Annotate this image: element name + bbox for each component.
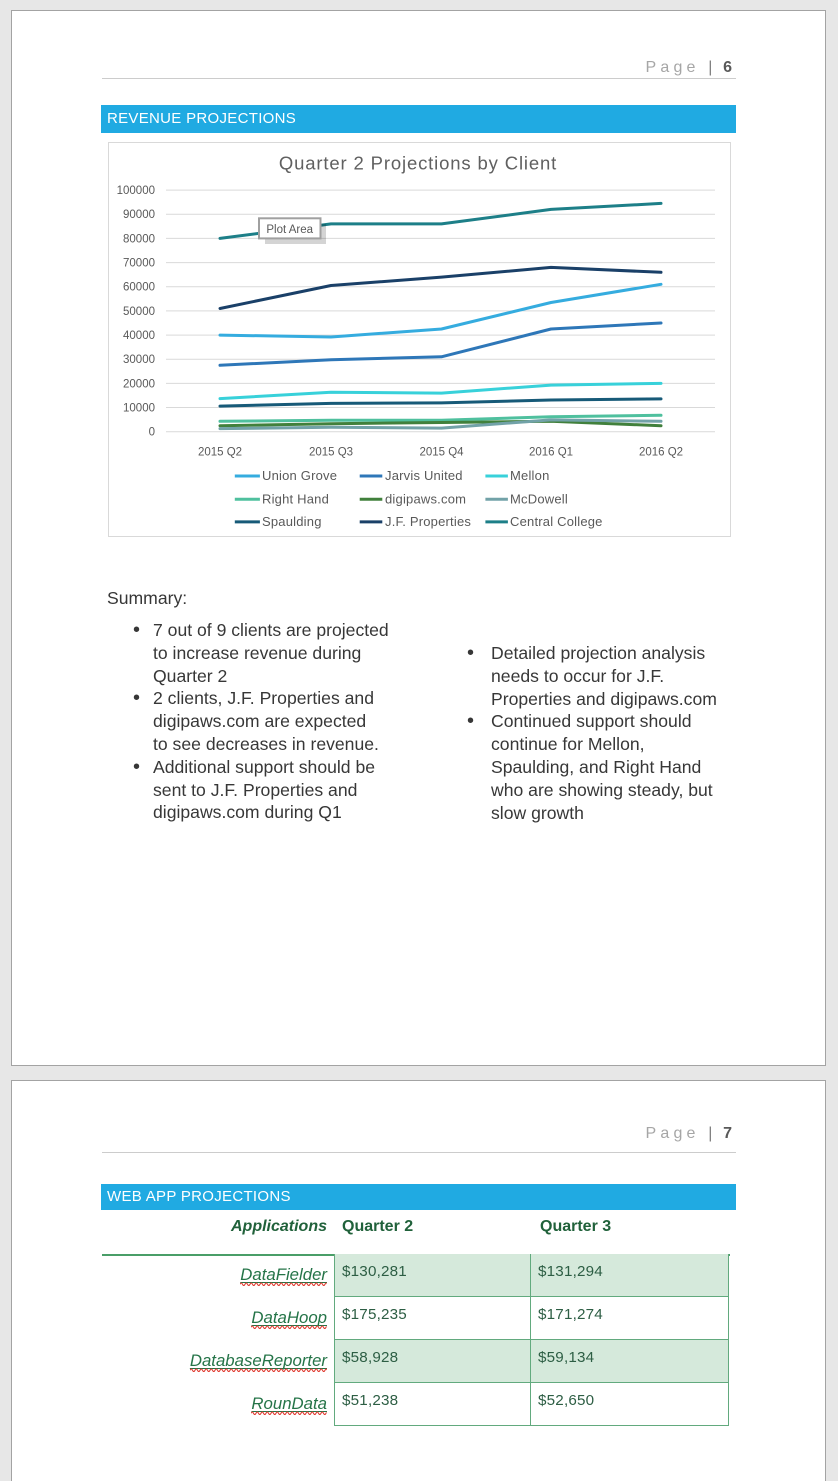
svg-text:Central College: Central College	[510, 514, 603, 529]
svg-text:McDowell: McDowell	[510, 492, 568, 507]
svg-text:2016 Q2: 2016 Q2	[639, 447, 683, 459]
svg-text:digipaws.com: digipaws.com	[385, 492, 466, 507]
svg-text:70000: 70000	[123, 258, 155, 270]
svg-text:40000: 40000	[123, 330, 155, 342]
svg-text:60000: 60000	[123, 282, 155, 294]
svg-text:20000: 20000	[123, 378, 155, 390]
svg-text:2016 Q1: 2016 Q1	[529, 447, 573, 459]
svg-text:Mellon: Mellon	[510, 468, 550, 483]
svg-text:30000: 30000	[123, 354, 155, 366]
svg-text:90000: 90000	[123, 209, 155, 221]
svg-text:Plot Area: Plot Area	[266, 224, 313, 236]
svg-text:Jarvis United: Jarvis United	[385, 468, 463, 483]
svg-text:2015 Q4: 2015 Q4	[419, 447, 464, 459]
svg-text:Quarter 2 Projections by Clien: Quarter 2 Projections by Client	[279, 153, 557, 174]
svg-text:Right Hand: Right Hand	[262, 492, 329, 507]
svg-text:Union Grove: Union Grove	[262, 468, 337, 483]
svg-text:2015 Q2: 2015 Q2	[198, 447, 242, 459]
svg-text:50000: 50000	[123, 306, 155, 318]
svg-text:100000: 100000	[117, 185, 155, 197]
svg-text:10000: 10000	[123, 402, 155, 414]
svg-text:2015 Q3: 2015 Q3	[309, 447, 353, 459]
svg-text:J.F. Properties: J.F. Properties	[385, 514, 471, 529]
svg-text:0: 0	[149, 427, 155, 439]
svg-text:80000: 80000	[123, 233, 155, 245]
svg-text:Spaulding: Spaulding	[262, 514, 322, 529]
